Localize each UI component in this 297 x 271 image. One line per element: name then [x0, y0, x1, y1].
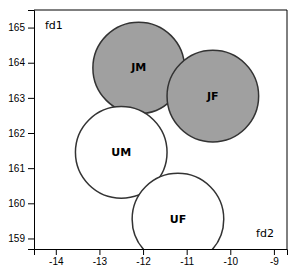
y-tick-label: 162	[8, 128, 25, 139]
plot: -14 -13 -12 -11 -10 -9 159 160 161 162 163 164 165 JM…	[8, 10, 287, 267]
x-tick-label: -10	[224, 256, 239, 267]
x-tick: -9	[270, 249, 279, 267]
y-tick-mark	[28, 28, 34, 29]
data-labels: JM JF UM UF	[111, 61, 218, 225]
annotations: fd1 fd2	[45, 19, 274, 240]
y-tick: 165	[8, 22, 34, 33]
chart: -14 -13 -12 -11 -10 -9 159 160 161 162 163 164 165 JM…	[0, 0, 297, 271]
y-tick-label: 161	[8, 163, 25, 174]
x-axis-line	[35, 250, 288, 256]
x-tick-label: -9	[270, 256, 279, 267]
x-tick: -11	[180, 249, 194, 267]
y-tick: 161	[8, 163, 34, 174]
annotation: fd1	[45, 19, 63, 32]
x-axis: -14 -13 -12 -11 -10 -9	[35, 249, 288, 267]
data-label: JF	[206, 90, 219, 103]
y-tick-label: 163	[8, 93, 25, 104]
y-tick-mark	[28, 238, 34, 239]
y-tick-mark	[28, 168, 34, 169]
bubble	[167, 50, 259, 142]
frame-top	[34, 10, 287, 11]
y-tick: 159	[8, 233, 34, 244]
x-tick-label: -14	[49, 256, 64, 267]
x-tick-label: -12	[136, 256, 151, 267]
y-tick-mark	[28, 63, 34, 64]
x-tick-mark	[274, 249, 275, 255]
x-tick-label: -13	[93, 256, 108, 267]
bubble	[132, 173, 224, 249]
y-axis: 159 160 161 162 163 164 165	[8, 11, 34, 250]
x-tick: -14	[49, 249, 64, 267]
x-tick-mark	[187, 249, 188, 255]
y-tick-mark	[28, 133, 34, 134]
x-tick-label: -11	[180, 256, 194, 267]
y-tick: 164	[8, 57, 34, 68]
x-tick: -13	[93, 249, 108, 267]
y-tick-label: 159	[8, 233, 25, 244]
annotation: fd2	[256, 227, 274, 240]
y-tick-label: 164	[8, 57, 25, 68]
x-tick-mark	[143, 249, 144, 255]
bubbles	[75, 22, 258, 249]
x-tick: -10	[224, 249, 239, 267]
data-label: UF	[170, 213, 186, 226]
y-tick-mark	[28, 203, 34, 204]
x-tick-mark	[230, 249, 231, 255]
x-tick-mark	[56, 249, 57, 255]
y-tick-label: 165	[8, 22, 25, 33]
y-tick: 162	[8, 128, 34, 139]
x-tick-mark	[99, 249, 100, 255]
y-tick-mark	[28, 98, 34, 99]
y-axis-line	[28, 11, 35, 250]
frame-right	[287, 10, 288, 249]
y-tick-label: 160	[8, 198, 25, 209]
y-tick: 163	[8, 93, 34, 104]
data-label: JM	[130, 61, 146, 74]
data-label: UM	[111, 146, 131, 159]
y-tick: 160	[8, 198, 34, 209]
x-tick: -12	[136, 249, 151, 267]
